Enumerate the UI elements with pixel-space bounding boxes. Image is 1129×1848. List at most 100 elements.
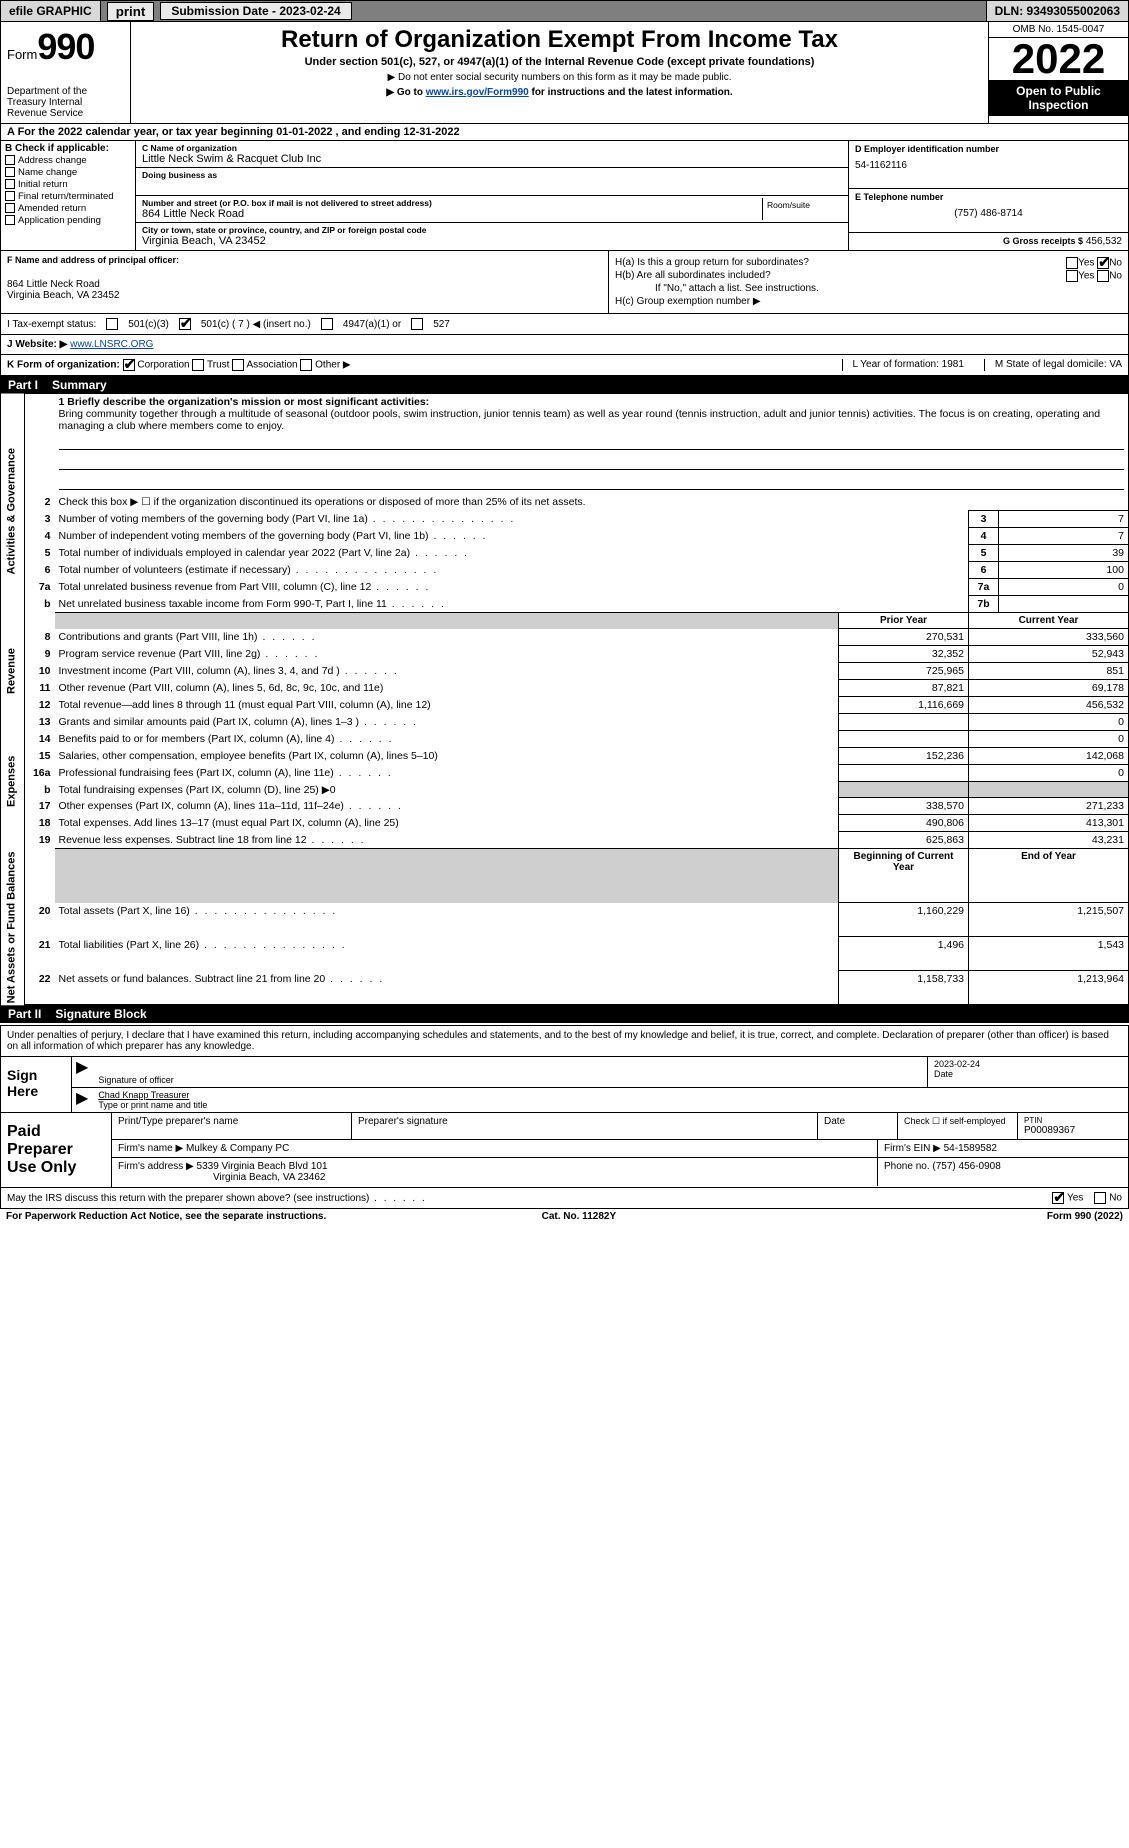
chk-assoc[interactable] xyxy=(232,359,244,371)
website-link[interactable]: www.LNSRC.ORG xyxy=(70,339,153,350)
q1: 1 Briefly describe the organization's mi… xyxy=(55,394,1129,434)
chk-501c[interactable] xyxy=(179,318,191,330)
dba-label: Doing business as xyxy=(142,170,842,180)
part-2-header: Part II Signature Block xyxy=(0,1005,1129,1023)
open-public-label: Open to Public Inspection xyxy=(989,80,1128,116)
website-label: J Website: ▶ xyxy=(7,339,67,350)
exp-17: 271,233 xyxy=(969,798,1129,815)
signature-block: Under penalties of perjury, I declare th… xyxy=(0,1025,1129,1113)
chk-501c3[interactable] xyxy=(106,318,118,330)
website-row: J Website: ▶ www.LNSRC.ORG xyxy=(0,335,1129,355)
part-1-num: Part I xyxy=(8,378,38,392)
print-button[interactable]: print xyxy=(107,2,155,21)
col-begin: Beginning of Current Year xyxy=(839,849,969,903)
val-6: 100 xyxy=(999,562,1129,579)
declaration-text: Under penalties of perjury, I declare th… xyxy=(1,1026,1128,1056)
val-5: 39 xyxy=(999,545,1129,562)
officer-label: F Name and address of principal officer: xyxy=(7,255,602,265)
rev-10: 851 xyxy=(969,663,1129,680)
side-expenses: Expenses xyxy=(1,714,25,849)
col-end: End of Year xyxy=(969,849,1129,903)
chk-527[interactable] xyxy=(411,318,423,330)
officer-name: Chad Knapp Treasurer xyxy=(98,1090,1122,1100)
block-h: H(a) Is this a group return for subordin… xyxy=(608,251,1128,313)
form-title: Return of Organization Exempt From Incom… xyxy=(139,26,980,54)
col-current: Current Year xyxy=(969,613,1129,629)
chk-discuss-no[interactable] xyxy=(1094,1192,1106,1204)
firm-ein: 54-1589582 xyxy=(944,1143,997,1154)
form-ref: Form 990 (2022) xyxy=(1047,1211,1123,1222)
sign-here-label: Sign Here xyxy=(1,1056,71,1112)
chk-4947[interactable] xyxy=(321,318,333,330)
val-4: 7 xyxy=(999,528,1129,545)
subtitle-3: ▶ Go to www.irs.gov/Form990 for instruct… xyxy=(139,87,980,98)
chk-corp[interactable] xyxy=(123,359,135,371)
prep-date-hdr: Date xyxy=(818,1113,898,1139)
line-k: K Form of organization: Corporation Trus… xyxy=(0,355,1129,376)
prep-name-hdr: Print/Type preparer's name xyxy=(112,1113,352,1139)
state-domicile: M State of legal domicile: VA xyxy=(984,359,1122,371)
ein-label: D Employer identification number xyxy=(855,144,1122,154)
col-prior: Prior Year xyxy=(839,613,969,629)
firm-ein-label: Firm's EIN ▶ xyxy=(884,1143,941,1154)
side-netassets: Net Assets or Fund Balances xyxy=(1,849,25,1005)
arrow-icon: ▶ xyxy=(72,1057,92,1087)
chk-amended[interactable]: Amended return xyxy=(5,203,131,214)
phone-value: (757) 486-8714 xyxy=(855,208,1122,219)
na-22: 1,213,964 xyxy=(969,971,1129,1005)
tax-year: 2022 xyxy=(989,38,1128,80)
officer-addr2: Virginia Beach, VA 23452 xyxy=(7,290,602,301)
paid-preparer-block: Paid Preparer Use Only Print/Type prepar… xyxy=(0,1113,1129,1188)
exp-16a: 0 xyxy=(969,765,1129,782)
gross-receipts-value: 456,532 xyxy=(1086,236,1122,247)
block-d-e-g: D Employer identification number 54-1162… xyxy=(848,141,1128,250)
calendar-year-row: A For the 2022 calendar year, or tax yea… xyxy=(0,124,1129,141)
prep-sig-hdr: Preparer's signature xyxy=(352,1113,818,1139)
dln-label: DLN: 93493055002063 xyxy=(986,1,1128,21)
irs-link[interactable]: www.irs.gov/Form990 xyxy=(426,87,529,98)
org-name-value: Little Neck Swim & Racquet Club Inc xyxy=(142,153,842,165)
officer-name-label: Type or print name and title xyxy=(98,1100,1122,1110)
line-i-label: I Tax-exempt status: xyxy=(7,319,96,330)
val-3: 7 xyxy=(999,511,1129,528)
chk-pending[interactable]: Application pending xyxy=(5,215,131,226)
chk-address[interactable]: Address change xyxy=(5,155,131,166)
hb-note: If "No," attach a list. See instructions… xyxy=(615,283,1122,294)
subtitle-1: Under section 501(c), 527, or 4947(a)(1)… xyxy=(139,56,980,68)
gross-receipts-label: G Gross receipts $ xyxy=(1003,236,1083,246)
exp-15: 142,068 xyxy=(969,748,1129,765)
part-1-header: Part I Summary xyxy=(0,376,1129,394)
chk-trust[interactable] xyxy=(192,359,204,371)
ein-value: 54-1162116 xyxy=(855,160,1122,171)
header-left: Form990 Department of the Treasury Inter… xyxy=(1,22,131,123)
ptin-label: PTIN xyxy=(1024,1116,1122,1125)
firm-phone-label: Phone no. xyxy=(884,1161,930,1172)
ha-row: H(a) Is this a group return for subordin… xyxy=(615,257,1122,268)
org-name-label: C Name of organization xyxy=(142,143,842,153)
discuss-text: May the IRS discuss this return with the… xyxy=(7,1193,427,1204)
sig-date: 2023-02-24 xyxy=(934,1059,1122,1069)
chk-name[interactable]: Name change xyxy=(5,167,131,178)
firm-addr-label: Firm's address ▶ xyxy=(118,1161,194,1172)
form-990-big: 990 xyxy=(37,26,94,67)
phone-label: E Telephone number xyxy=(855,192,1122,202)
block-b: B Check if applicable: Address change Na… xyxy=(0,141,1129,251)
prep-selfemp: Check ☐ if self-employed xyxy=(898,1113,1018,1139)
chk-discuss-yes[interactable] xyxy=(1052,1192,1064,1204)
exp-14: 0 xyxy=(969,731,1129,748)
department-label: Department of the Treasury Internal Reve… xyxy=(7,86,124,119)
officer-addr1: 864 Little Neck Road xyxy=(7,279,602,290)
mission-text: Bring community together through a multi… xyxy=(59,408,1101,432)
top-bar: efile GRAPHIC print Submission Date - 20… xyxy=(0,0,1129,22)
chk-other[interactable] xyxy=(300,359,312,371)
exp-16b xyxy=(969,782,1129,798)
q2: Check this box ▶ ☐ if the organization d… xyxy=(55,494,1129,511)
chk-final[interactable]: Final return/terminated xyxy=(5,191,131,202)
rev-11: 69,178 xyxy=(969,680,1129,697)
sig-officer-label: Signature of officer xyxy=(98,1075,921,1085)
chk-initial[interactable]: Initial return xyxy=(5,179,131,190)
exp-19: 43,231 xyxy=(969,832,1129,849)
footer-line: For Paperwork Reduction Act Notice, see … xyxy=(0,1209,1129,1224)
header-mid: Return of Organization Exempt From Incom… xyxy=(131,22,988,123)
firm-addr1: 5339 Virginia Beach Blvd 101 xyxy=(197,1161,328,1172)
